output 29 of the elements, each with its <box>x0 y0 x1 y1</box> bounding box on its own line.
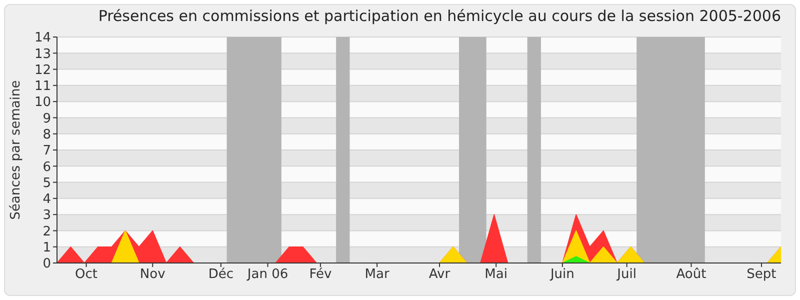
y-tick-label: 11 <box>34 79 51 94</box>
y-tick-label: 1 <box>42 240 51 256</box>
x-tick-label: Juil <box>616 267 636 282</box>
y-tick-label: 0 <box>42 256 51 272</box>
x-tick-label: Avr <box>428 267 451 282</box>
y-tick-label: 4 <box>42 192 51 208</box>
x-tick-label: Juin <box>549 267 574 282</box>
x-tick-label: Nov <box>140 267 166 282</box>
x-tick-label: Mar <box>364 267 390 282</box>
x-tick-label: Août <box>676 267 706 282</box>
y-tick-label: 9 <box>42 111 51 126</box>
y-axis-title: Séances par semaine <box>8 80 24 220</box>
y-tick-label: 8 <box>42 127 51 142</box>
y-tick-label: 13 <box>34 46 51 62</box>
y-tick-label: 6 <box>42 160 51 175</box>
x-tick-label: Fév <box>309 267 332 282</box>
y-tick-label: 10 <box>34 95 51 110</box>
y-tick-label: 12 <box>34 62 51 78</box>
x-tick-label: Jan 06 <box>246 267 288 282</box>
y-tick-label: 3 <box>42 208 51 224</box>
x-tick-label: Sept <box>746 267 776 282</box>
x-tick-label: Oct <box>75 267 98 282</box>
y-tick-label: 7 <box>42 144 51 159</box>
y-tick-label: 5 <box>42 176 51 191</box>
y-tick-label: 14 <box>34 30 51 46</box>
x-tick-label: Mai <box>484 267 508 282</box>
x-tick-label: Déc <box>208 267 234 282</box>
y-tick-label: 2 <box>42 224 51 240</box>
chart-title: Présences en commissions et participation en hémicycle au cours de la session 2005-2006 <box>97 6 782 27</box>
